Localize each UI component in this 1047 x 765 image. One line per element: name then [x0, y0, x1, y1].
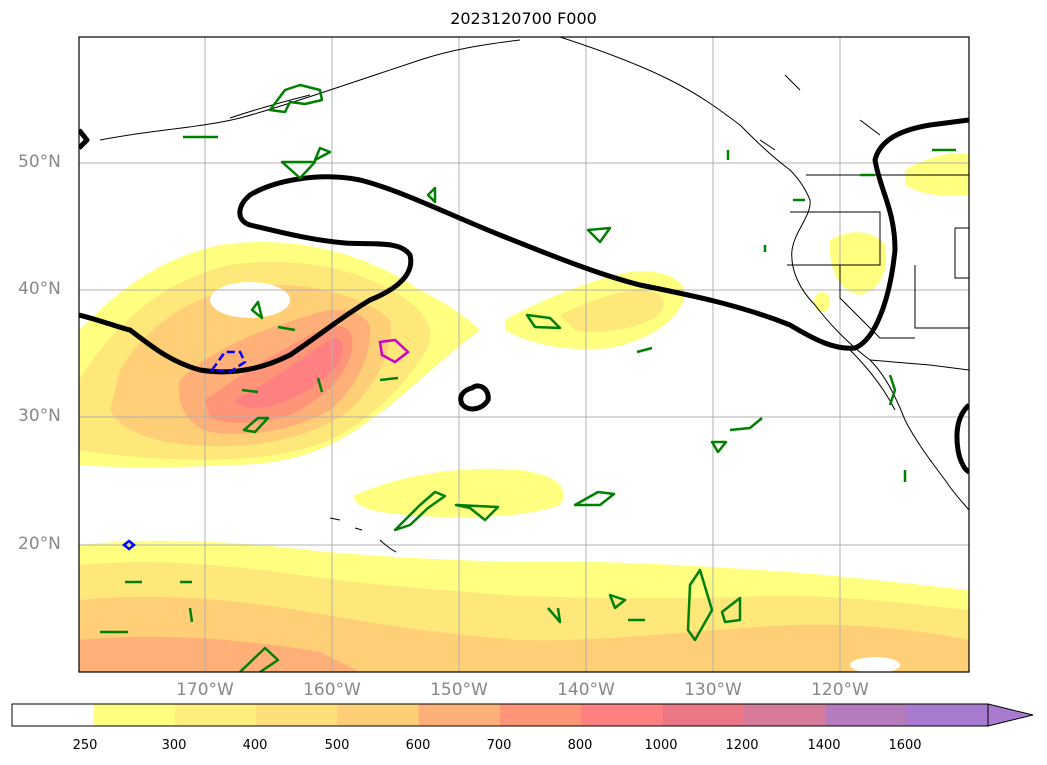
blue-contours	[121, 350, 247, 551]
lat-label-50n: 50°N	[18, 152, 61, 172]
lon-label-150w: 150°W	[430, 680, 488, 700]
colorbar-tick: 250	[72, 738, 98, 753]
political-boundaries	[787, 174, 969, 371]
colorbar-tick: 300	[161, 738, 187, 753]
colorbar-cell	[337, 704, 420, 726]
colorbar-cell	[662, 704, 745, 726]
colorbar-cell	[825, 704, 908, 726]
colorbar-tick: 1200	[725, 738, 759, 753]
colorbar-tick: 700	[486, 738, 512, 753]
colorbar-cell	[418, 704, 501, 726]
lat-label-30n: 30°N	[18, 406, 61, 426]
lon-label-130w: 130°W	[684, 680, 742, 700]
lon-label-140w: 140°W	[557, 680, 615, 700]
magenta-contour	[378, 338, 410, 364]
colorbar-tick: 1000	[644, 738, 678, 753]
lon-label-160w: 160°W	[303, 680, 361, 700]
lat-label-20n: 20°N	[18, 534, 61, 554]
colorbar-extend-arrow	[987, 703, 1034, 727]
colorbar-cell	[174, 704, 257, 726]
shaded-field	[79, 153, 969, 672]
lon-label-120w: 120°W	[811, 680, 869, 700]
coastlines	[99, 37, 969, 553]
colorbar-cell	[12, 704, 94, 726]
lon-label-170w: 170°W	[176, 680, 234, 700]
colorbar-cell	[581, 704, 664, 726]
thick-contour	[79, 117, 969, 475]
map-title: 2023120700 F000	[450, 9, 597, 28]
green-contours	[100, 83, 956, 672]
map-frame	[78, 36, 970, 673]
colorbar-cell	[93, 704, 176, 726]
colorbar-tick: 500	[324, 738, 350, 753]
colorbar-tick: 400	[242, 738, 268, 753]
colorbar	[11, 703, 1034, 727]
colorbar-cell	[500, 704, 582, 726]
colorbar-frame	[11, 703, 989, 727]
lat-label-40n: 40°N	[18, 279, 61, 299]
colorbar-cell	[906, 704, 989, 726]
graticule	[79, 37, 969, 672]
colorbar-tick: 1400	[807, 738, 841, 753]
colorbar-cell	[744, 704, 826, 726]
colorbar-tick: 600	[405, 738, 431, 753]
colorbar-tick: 1600	[888, 738, 922, 753]
colorbar-cell	[256, 704, 338, 726]
colorbar-tick: 800	[567, 738, 593, 753]
